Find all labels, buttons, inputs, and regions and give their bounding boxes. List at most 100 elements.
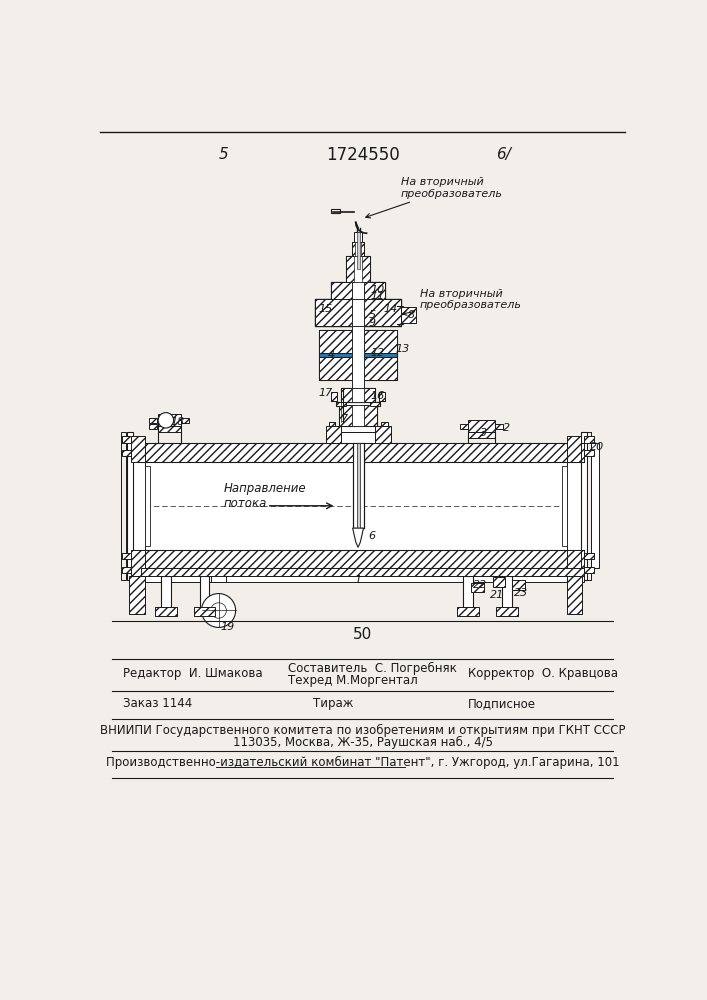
Bar bbox=[585, 567, 594, 573]
Bar bbox=[354, 232, 362, 242]
Bar bbox=[370, 402, 380, 406]
Bar bbox=[346, 256, 370, 282]
Text: На вторичный
преобразователь: На вторичный преобразователь bbox=[366, 177, 503, 218]
Bar bbox=[121, 432, 126, 580]
Bar bbox=[149, 424, 156, 429]
Bar bbox=[496, 607, 518, 616]
Text: Подписное: Подписное bbox=[468, 697, 536, 710]
Bar bbox=[141, 568, 585, 576]
Bar bbox=[339, 405, 356, 426]
Bar bbox=[513, 580, 525, 590]
Bar bbox=[585, 450, 594, 456]
Bar bbox=[464, 576, 473, 614]
Bar bbox=[122, 567, 131, 573]
Text: 5: 5 bbox=[219, 147, 229, 162]
Text: 4: 4 bbox=[327, 350, 334, 360]
Bar bbox=[315, 299, 352, 326]
Text: 17: 17 bbox=[318, 388, 333, 398]
Text: 11: 11 bbox=[370, 291, 385, 301]
Polygon shape bbox=[353, 528, 363, 547]
Bar bbox=[131, 462, 145, 550]
Bar bbox=[354, 256, 362, 282]
Bar bbox=[493, 577, 506, 587]
Bar bbox=[495, 424, 503, 429]
Bar bbox=[141, 462, 585, 550]
Bar bbox=[131, 436, 145, 462]
Bar bbox=[320, 330, 352, 353]
Text: 1724550: 1724550 bbox=[326, 146, 399, 164]
Bar bbox=[320, 330, 352, 380]
Text: 19: 19 bbox=[221, 622, 235, 632]
Bar bbox=[335, 426, 381, 432]
Bar bbox=[341, 388, 375, 402]
Text: 3: 3 bbox=[480, 428, 487, 438]
Bar bbox=[331, 392, 337, 401]
Text: ВНИИПИ Государственного комитета по изобретениям и открытиям при ГКНТ СССР: ВНИИПИ Государственного комитета по изоб… bbox=[100, 724, 626, 737]
Text: 6/: 6/ bbox=[496, 147, 510, 162]
Text: Направление
потока: Направление потока bbox=[224, 482, 307, 510]
Text: 1: 1 bbox=[354, 575, 362, 585]
Bar bbox=[122, 436, 131, 443]
Bar bbox=[457, 607, 479, 616]
Bar bbox=[364, 282, 385, 299]
Bar bbox=[331, 282, 385, 299]
Text: 7: 7 bbox=[341, 414, 348, 424]
Bar bbox=[356, 232, 360, 269]
Bar bbox=[591, 443, 599, 568]
Bar bbox=[566, 436, 580, 462]
Bar bbox=[211, 574, 226, 582]
Bar bbox=[131, 550, 145, 576]
Text: Заказ 1144: Заказ 1144 bbox=[123, 697, 192, 710]
Bar bbox=[468, 432, 495, 438]
Bar bbox=[352, 242, 364, 256]
Bar bbox=[158, 414, 182, 426]
Text: 5: 5 bbox=[368, 310, 375, 320]
Bar bbox=[200, 576, 209, 614]
Text: 6: 6 bbox=[368, 531, 375, 541]
Text: Производственно-издательский комбинат "Патент", г. Ужгород, ул.Гагарина, 101: Производственно-издательский комбинат "П… bbox=[106, 756, 619, 769]
Text: Техред М.Моргентал: Техред М.Моргентал bbox=[288, 674, 418, 687]
Bar bbox=[361, 405, 378, 426]
Bar bbox=[129, 576, 145, 614]
Bar bbox=[337, 402, 380, 406]
Bar bbox=[585, 436, 594, 443]
Text: 23: 23 bbox=[514, 588, 528, 598]
Text: 20: 20 bbox=[590, 442, 604, 452]
Bar bbox=[141, 576, 585, 582]
Bar bbox=[346, 256, 355, 282]
Bar bbox=[155, 607, 177, 616]
Bar bbox=[122, 553, 131, 559]
Bar bbox=[352, 282, 364, 299]
Bar bbox=[353, 443, 363, 528]
Text: 14: 14 bbox=[383, 304, 398, 314]
Bar bbox=[468, 420, 495, 432]
Bar bbox=[379, 392, 385, 401]
Bar bbox=[141, 550, 585, 568]
Bar bbox=[580, 432, 587, 580]
Text: 16: 16 bbox=[370, 391, 385, 401]
Bar bbox=[361, 256, 370, 282]
Bar bbox=[401, 307, 416, 323]
Bar bbox=[397, 306, 403, 324]
Bar bbox=[331, 209, 340, 213]
Circle shape bbox=[211, 603, 226, 618]
Circle shape bbox=[158, 413, 174, 428]
Bar bbox=[364, 357, 397, 380]
Bar bbox=[315, 299, 401, 326]
Bar bbox=[161, 576, 170, 614]
Bar bbox=[355, 242, 361, 256]
Bar bbox=[375, 426, 391, 443]
Bar bbox=[329, 422, 335, 426]
Bar bbox=[352, 326, 364, 388]
Bar bbox=[361, 388, 375, 402]
Text: 8: 8 bbox=[407, 310, 414, 320]
Bar bbox=[360, 242, 364, 256]
Bar bbox=[364, 330, 397, 380]
Text: Корректор  О. Кравцова: Корректор О. Кравцова bbox=[468, 667, 618, 680]
Text: 15: 15 bbox=[318, 304, 333, 314]
Text: 12: 12 bbox=[370, 348, 385, 358]
Text: 2: 2 bbox=[503, 423, 510, 433]
Text: Редактор  И. Шмакова: Редактор И. Шмакова bbox=[123, 667, 263, 680]
Bar bbox=[352, 326, 364, 388]
Bar bbox=[352, 405, 364, 426]
